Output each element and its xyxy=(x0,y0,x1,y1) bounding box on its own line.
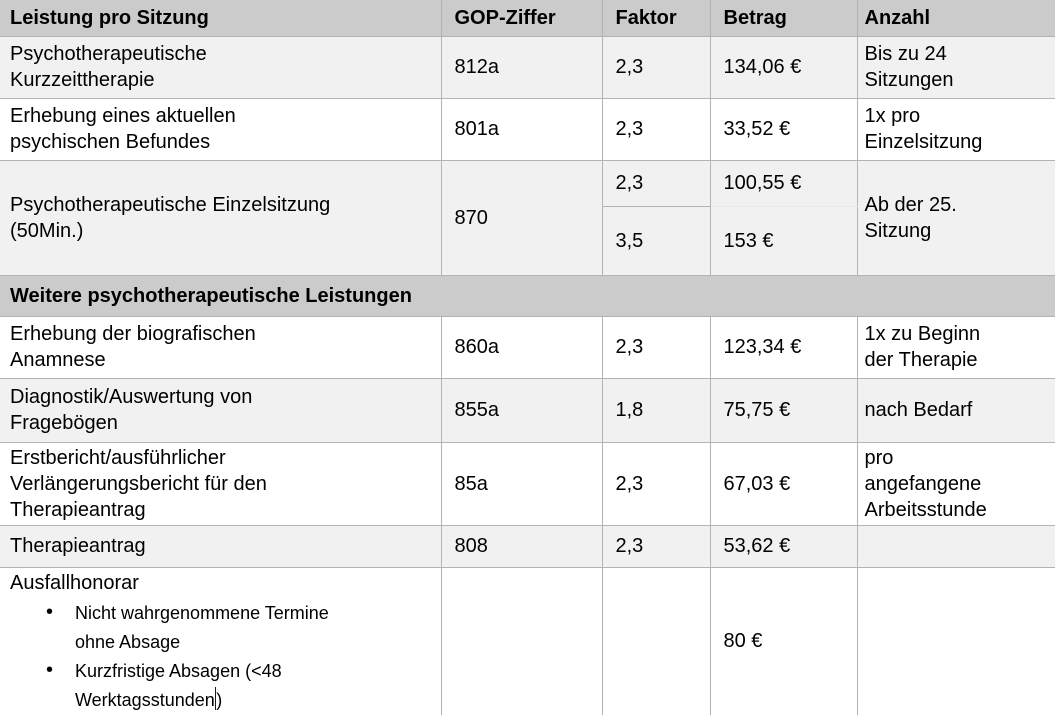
cell-faktor[interactable] xyxy=(601,566,711,715)
cell-leistung[interactable]: Psychotherapeutische Einzelsitzung (50Mi… xyxy=(0,159,442,276)
ausfallhonorar-title: Ausfallhonorar xyxy=(10,571,139,594)
table-row: Psychotherapeutische Einzelsitzung (50Mi… xyxy=(0,159,1055,276)
column-header-leistung[interactable]: Leistung pro Sitzung xyxy=(0,0,442,37)
cell-faktor[interactable]: 2,3 xyxy=(601,159,711,207)
cell-faktor[interactable]: 2,3 xyxy=(601,97,711,161)
bullet-list: Nicht wahrgenommene Termine ohne Absage … xyxy=(10,598,438,714)
cell-anzahl[interactable]: 1x zu Beginn der Therapie xyxy=(856,315,1055,379)
cell-gop[interactable]: 870 xyxy=(440,159,603,276)
column-header-label: Leistung pro Sitzung xyxy=(10,6,209,29)
table-row: Psychotherapeutische Kurzzeittherapie 81… xyxy=(0,35,1055,99)
cell-betrag[interactable]: 100,55 € xyxy=(709,159,858,207)
cell-faktor[interactable]: 3,5 xyxy=(601,205,711,276)
cell-betrag[interactable]: 67,03 € xyxy=(709,441,858,526)
column-header-label: Anzahl xyxy=(864,6,931,29)
cell-gop[interactable]: 801a xyxy=(440,97,603,161)
cell-anzahl[interactable]: nach Bedarf xyxy=(856,377,1055,443)
table-row: 3,5 153 € xyxy=(0,205,1055,276)
column-header-anzahl[interactable]: Anzahl xyxy=(856,0,1055,37)
table-row: Therapieantrag 808 2,3 53,62 € xyxy=(0,524,1055,568)
table-row: Erhebung der biografischen Anamnese 860a… xyxy=(0,315,1055,379)
table-row: Diagnostik/Auswertung von Fragebögen 855… xyxy=(0,377,1055,443)
cell-faktor[interactable]: 2,3 xyxy=(601,524,711,568)
table-row: Erstbericht/ausführlicher Verlängerungsb… xyxy=(0,441,1055,526)
cell-anzahl[interactable] xyxy=(856,524,1055,568)
cell-betrag[interactable]: 134,06 € xyxy=(709,35,858,99)
section-title[interactable]: Weitere psychotherapeutische Leistungen xyxy=(0,274,1055,317)
column-header-label: Faktor xyxy=(615,6,677,29)
cell-anzahl[interactable]: 1x pro Einzelsitzung xyxy=(856,97,1055,161)
cell-anzahl[interactable]: pro angefangene Arbeitsstunde xyxy=(856,441,1055,526)
cell-gop[interactable]: 85a xyxy=(440,441,603,526)
cell-gop[interactable]: 812a xyxy=(440,35,603,99)
bullet-item[interactable]: Kurzfristige Absagen (<48 Werktagsstunde… xyxy=(10,656,438,714)
table-row: Ausfallhonorar Nicht wahrgenommene Termi… xyxy=(0,566,1055,715)
bullet-item[interactable]: Nicht wahrgenommene Termine ohne Absage xyxy=(10,598,438,657)
cell-betrag[interactable]: 53,62 € xyxy=(709,524,858,568)
cell-betrag[interactable]: 153 € xyxy=(709,205,858,276)
cell-gop[interactable] xyxy=(440,566,603,715)
section-header-row: Weitere psychotherapeutische Leistungen xyxy=(0,274,1055,317)
cell-betrag[interactable]: 123,34 € xyxy=(709,315,858,379)
cell-leistung[interactable]: Erhebung eines aktuellen psychischen Bef… xyxy=(0,97,442,161)
column-header-betrag[interactable]: Betrag xyxy=(709,0,858,37)
cell-anzahl[interactable]: Bis zu 24 Sitzungen xyxy=(856,35,1055,99)
cell-faktor[interactable]: 2,3 xyxy=(601,441,711,526)
cell-leistung[interactable]: Psychotherapeutische Kurzzeittherapie xyxy=(0,35,442,99)
table-header-row: Leistung pro Sitzung GOP-Ziffer Faktor B… xyxy=(0,0,1055,37)
cell-leistung[interactable]: Therapieantrag xyxy=(0,524,442,568)
text-cursor xyxy=(214,686,217,710)
cell-betrag[interactable]: 75,75 € xyxy=(709,377,858,443)
cell-faktor[interactable]: 2,3 xyxy=(601,315,711,379)
cell-faktor[interactable]: 1,8 xyxy=(601,377,711,443)
cell-gop[interactable]: 855a xyxy=(440,377,603,443)
cell-faktor[interactable]: 2,3 xyxy=(601,35,711,99)
cell-anzahl[interactable] xyxy=(856,566,1055,715)
column-header-label: GOP-Ziffer xyxy=(454,6,556,29)
cell-gop[interactable]: 860a xyxy=(440,315,603,379)
cell-leistung[interactable]: Ausfallhonorar Nicht wahrgenommene Termi… xyxy=(0,566,442,715)
cell-anzahl[interactable]: Ab der 25. Sitzung xyxy=(856,159,1055,276)
column-header-faktor[interactable]: Faktor xyxy=(601,0,711,37)
table-row: Erhebung eines aktuellen psychischen Bef… xyxy=(0,97,1055,161)
column-header-gop[interactable]: GOP-Ziffer xyxy=(440,0,603,37)
cell-leistung[interactable]: Diagnostik/Auswertung von Fragebögen xyxy=(0,377,442,443)
cell-betrag[interactable]: 80 € xyxy=(709,566,858,715)
cell-leistung[interactable]: Erstbericht/ausführlicher Verlängerungsb… xyxy=(0,441,442,526)
cell-betrag[interactable]: 33,52 € xyxy=(709,97,858,161)
cell-gop[interactable]: 808 xyxy=(440,524,603,568)
column-header-label: Betrag xyxy=(723,6,787,29)
cell-leistung[interactable]: Erhebung der biografischen Anamnese xyxy=(0,315,442,379)
